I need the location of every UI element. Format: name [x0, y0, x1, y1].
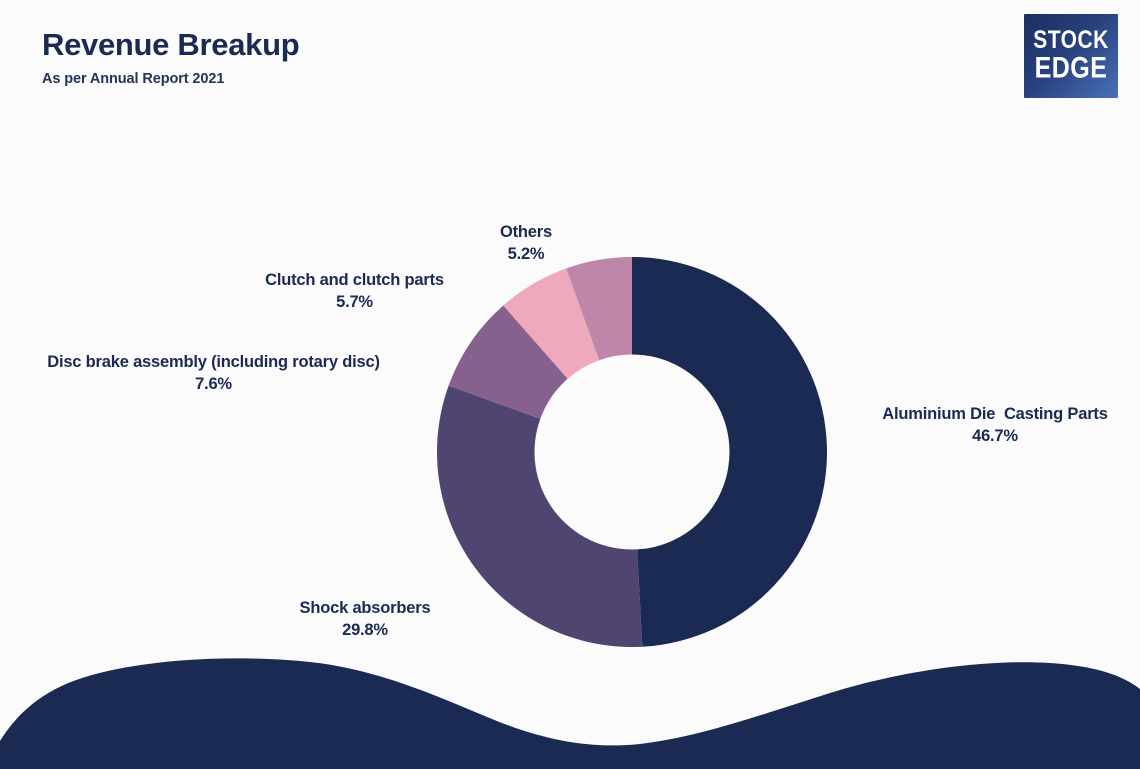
slice-callout-others-value: 5.2% [507, 244, 545, 263]
slice-callout-clutch-label: Clutch and clutch parts [265, 271, 444, 289]
slice-callout-shock-absorbers-value: 29.8% [342, 620, 388, 639]
bottom-wave-decoration [0, 658, 1140, 769]
donut-slice [503, 268, 600, 379]
slice-callout-aluminium-value: 46.7% [972, 426, 1018, 445]
slice-callout-clutch-value: 5.7% [336, 292, 373, 311]
logo-text-edge: EDGE [1034, 51, 1108, 85]
logo-text-stock: STOCK [1033, 26, 1109, 55]
slice-callout-clutch: Clutch and clutch parts 5.7% [208, 270, 501, 313]
wave-shape [0, 658, 1140, 769]
slice-callout-others: Others 5.2% [430, 222, 622, 265]
slice-callout-disc-brake: Disc brake assembly (including rotary di… [6, 352, 421, 395]
page-subtitle: As per Annual Report 2021 [42, 71, 225, 88]
page-title: Revenue Breakup [42, 27, 300, 62]
header: Revenue Breakup As per Annual Report 202… [42, 27, 300, 88]
slice-callout-others-label: Others [500, 223, 552, 241]
donut-slice [566, 257, 632, 361]
slice-callout-disc-brake-label: Disc brake assembly (including rotary di… [47, 353, 380, 371]
slice-callout-aluminium-label: Aluminium Die Casting Parts [882, 405, 1108, 423]
slice-callout-shock-absorbers: Shock absorbers 29.8% [250, 598, 480, 641]
slice-callout-disc-brake-value: 7.6% [195, 374, 232, 393]
stock-edge-logo: STOCK EDGE [1024, 14, 1118, 98]
donut-slice [448, 305, 568, 419]
slice-callout-aluminium: Aluminium Die Casting Parts 46.7% [855, 404, 1135, 447]
slice-callout-shock-absorbers-label: Shock absorbers [299, 599, 431, 617]
donut-slice [632, 257, 827, 647]
donut-slice-group [437, 257, 827, 647]
